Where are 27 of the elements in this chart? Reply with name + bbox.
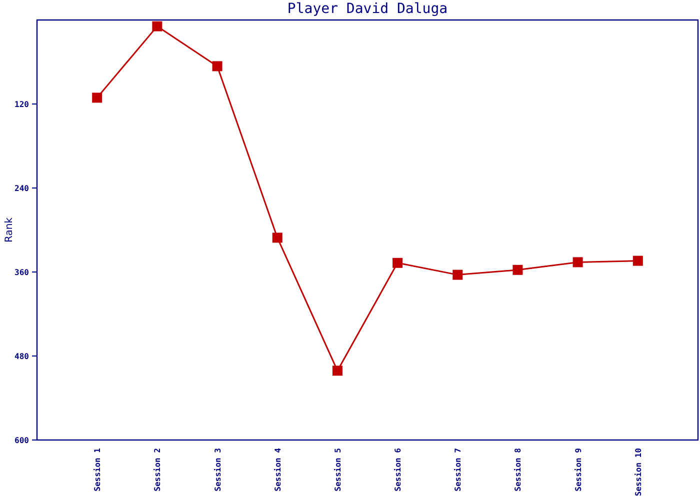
x-tick-label: Session 6	[394, 448, 403, 492]
x-tick-label: Session 9	[574, 448, 583, 492]
point	[92, 92, 102, 103]
y-tick-label: 240	[14, 184, 30, 193]
point	[392, 258, 403, 268]
x-tick-label: Session 7	[454, 448, 463, 492]
point	[452, 270, 463, 280]
x-tick-label: Session 5	[333, 448, 342, 492]
point	[272, 232, 282, 243]
y-axis-title: Rank	[4, 217, 15, 242]
y-tick-label: 600	[14, 436, 30, 445]
point	[332, 366, 342, 376]
y-tick-label: 360	[14, 268, 30, 277]
point	[512, 264, 523, 275]
x-tick-label: Session 1	[93, 448, 102, 492]
x-tick-label: Session 4	[273, 448, 282, 492]
x-tick-label: Session 10	[634, 448, 643, 496]
y-tick-label: 480	[14, 352, 30, 361]
point	[572, 257, 583, 268]
y-tick-label: 120	[14, 100, 30, 109]
point	[152, 21, 162, 32]
point	[632, 256, 643, 266]
chart-title: Player David Daluga	[287, 1, 448, 17]
x-tick-label: Session 8	[514, 448, 523, 492]
point	[212, 61, 222, 72]
x-tick-label: Session 2	[153, 448, 162, 492]
x-tick-label: Session 3	[213, 448, 222, 492]
